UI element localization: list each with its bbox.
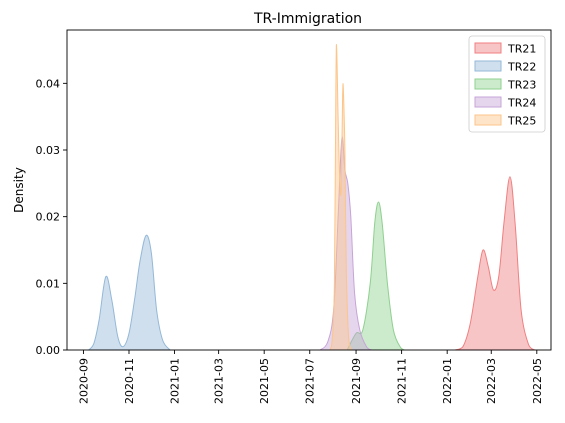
x-tick-label: 2020-09 (77, 358, 90, 404)
legend-box (468, 35, 546, 133)
x-tick-label: 2020-11 (123, 358, 136, 404)
legend-swatch-tr23 (474, 78, 502, 90)
x-tick-label: 2022-01 (441, 358, 454, 404)
plot-area (87, 44, 536, 351)
x-axis: 2020-09 2020-11 2021-01 2021-03 2021-05 2021-… (77, 350, 544, 404)
legend-label-tr21: TR21 (507, 43, 536, 56)
x-tick-label: 2021-01 (169, 358, 182, 404)
x-tick-label: 2021-07 (304, 358, 317, 404)
series-area-tr22 (87, 234, 172, 351)
x-tick-label: 2021-03 (213, 358, 226, 404)
y-tick-label: 0.01 (36, 277, 61, 290)
plot-frame (66, 29, 552, 351)
series-area-tr25 (329, 44, 353, 351)
x-tick-label: 2021-11 (396, 358, 409, 404)
legend-label-tr25: TR25 (507, 115, 536, 128)
y-tick-label: 0.02 (36, 211, 61, 224)
legend: TR21 TR22 TR23 TR24 TR25 (468, 35, 546, 133)
x-tick-label: 2022-03 (485, 358, 498, 404)
legend-label-tr24: TR24 (507, 97, 536, 110)
series-area-tr21 (455, 176, 536, 351)
x-tick-label: 2021-05 (258, 358, 271, 404)
y-tick-label: 0.00 (36, 344, 61, 357)
y-tick-label: 0.03 (36, 144, 61, 157)
legend-swatch-tr24 (474, 96, 502, 108)
chart-title: TR-Immigration (253, 11, 362, 27)
y-axis-label: Density (12, 167, 26, 213)
legend-swatch-tr25 (474, 114, 502, 126)
legend-label-tr22: TR22 (507, 61, 536, 74)
legend-swatch-tr22 (474, 60, 502, 72)
legend-label-tr23: TR23 (507, 79, 536, 92)
x-tick-label: 2022-05 (531, 358, 544, 404)
legend-swatch-tr21 (474, 42, 502, 54)
y-tick-label: 0.04 (36, 77, 61, 90)
x-tick-label: 2021-09 (350, 358, 363, 404)
y-axis: 0.00 0.01 0.02 0.03 0.04 (36, 77, 67, 357)
